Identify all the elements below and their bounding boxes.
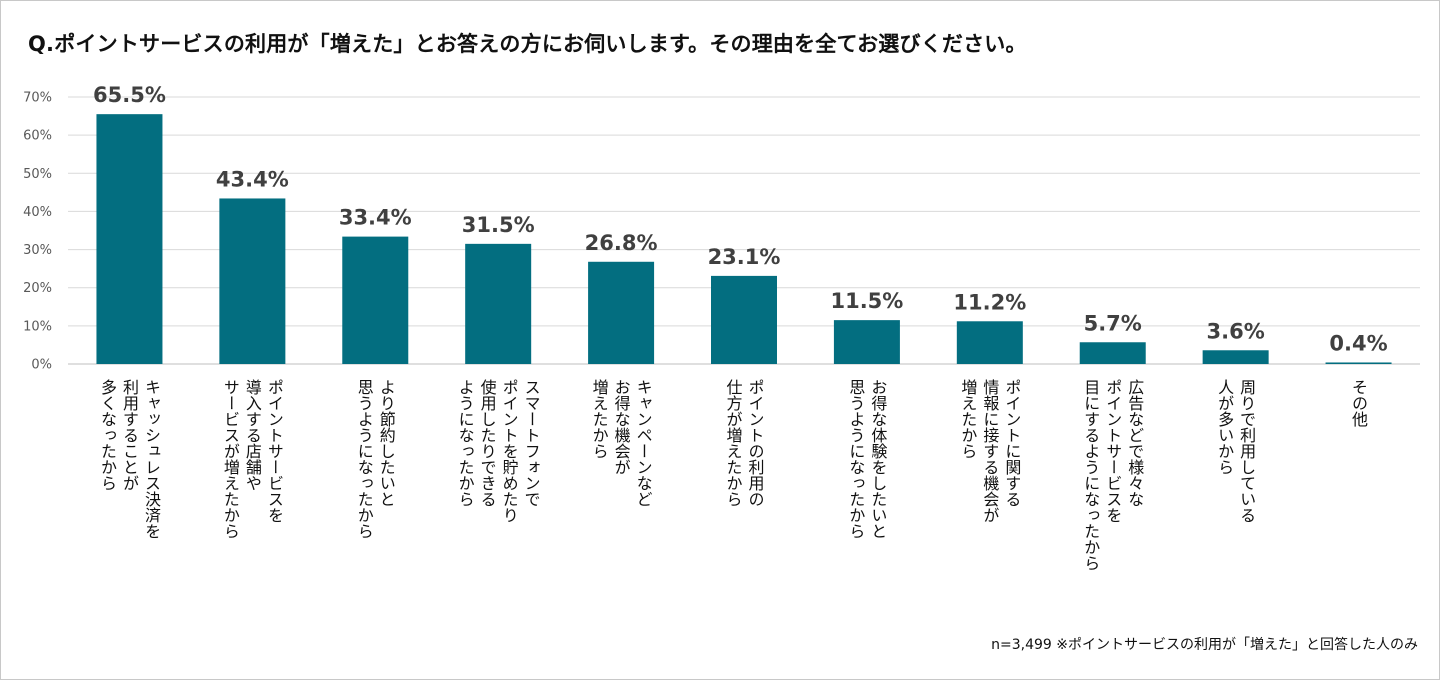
category-label-line: 導入する店舗や: [243, 378, 262, 491]
category-label-line: お得な機会が: [612, 379, 631, 475]
category-label-line: スマートフォンで: [522, 379, 541, 507]
y-tick-label: 10%: [23, 319, 52, 334]
category-label-line: お得な体験をしたいと: [868, 379, 887, 539]
data-label: 0.4%: [1329, 331, 1387, 355]
bar: [96, 114, 163, 365]
data-label: 26.8%: [585, 231, 658, 255]
data-label: 33.4%: [339, 206, 412, 230]
bar: [588, 261, 655, 364]
category-label-line: サービスが増えたから: [221, 379, 240, 539]
category-label-line: ポイントサービスを: [1103, 379, 1122, 523]
data-label: 65.5%: [93, 83, 166, 107]
bar: [1079, 342, 1146, 364]
category-label-line: 利用することが: [120, 379, 139, 491]
bar: [711, 275, 777, 364]
y-tick-label: 20%: [23, 281, 52, 296]
data-label: 31.5%: [462, 213, 535, 237]
category-label-line: 周りで利用している: [1237, 379, 1256, 523]
chart-title: Q.ポイントサービスの利用が「増えた」とお答えの方にお伺いします。その理由を全て…: [28, 32, 1027, 56]
category-label: その他: [1349, 379, 1368, 428]
bar: [342, 236, 409, 364]
y-tick-label: 70%: [23, 91, 52, 106]
category-label-line: キャッシュレス決済を: [142, 379, 161, 539]
category-label-line: 広告などで様々な: [1125, 379, 1144, 507]
y-tick-label: 0%: [31, 358, 52, 373]
category-label-line: キャンペーンなど: [634, 379, 653, 507]
category-label-line: ポイントの利用の: [746, 379, 765, 507]
y-tick-label: 60%: [23, 129, 52, 144]
category-label-line: より節約したいと: [377, 379, 396, 507]
category-label-line: 思うようになったから: [355, 379, 374, 539]
category-label-line: ようになったから: [456, 379, 475, 507]
data-label: 11.2%: [953, 290, 1026, 314]
data-label: 43.4%: [216, 167, 289, 191]
y-tick-label: 30%: [23, 243, 52, 258]
category-label-line: 増えたから: [590, 379, 609, 459]
category-label-line: 多くなったから: [98, 379, 117, 491]
bar: [1325, 362, 1392, 364]
category-label-line: その他: [1349, 379, 1368, 428]
bar: [465, 243, 532, 364]
sample-size-note: n=3,499 ※ポイントサービスの利用が「増えた」と回答した人のみ: [991, 637, 1418, 653]
category-label-line: ポイントに関する: [1002, 379, 1021, 507]
category-label-line: ポイントを貯めたり: [500, 379, 519, 523]
y-tick-label: 40%: [23, 205, 52, 220]
data-label: 5.7%: [1084, 311, 1142, 335]
bar: [833, 320, 900, 364]
y-tick-label: 50%: [23, 167, 52, 182]
category-label-line: 使用したりできる: [478, 379, 497, 507]
bar: [219, 198, 286, 364]
bar: [956, 321, 1023, 364]
category-label-line: 目にするようになったから: [1081, 379, 1100, 571]
category-label-line: 情報に接する機会が: [980, 379, 999, 523]
data-label: 23.1%: [708, 245, 781, 269]
category-label-line: 仕方が増えたから: [724, 379, 743, 507]
data-label: 11.5%: [830, 289, 903, 313]
category-label-line: 増えたから: [958, 379, 977, 459]
category-label-line: ポイントサービスを: [265, 379, 284, 523]
data-label: 3.6%: [1207, 319, 1265, 343]
bar: [1202, 350, 1269, 364]
category-label-line: 人が多いから: [1215, 379, 1234, 475]
category-label-line: 思うようになったから: [846, 379, 865, 539]
